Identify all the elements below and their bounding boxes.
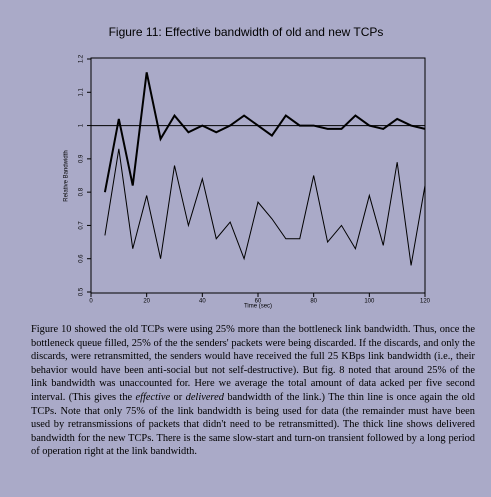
x-tick-label: 40 [199, 299, 206, 305]
x-tick-label: 20 [143, 299, 150, 305]
y-tick-label: 0.6 [79, 254, 85, 263]
x-tick-label: 0 [89, 299, 93, 305]
x-tick-label: 60 [255, 299, 262, 305]
y-tick-label: 0.8 [79, 187, 85, 196]
plot-frame [90, 57, 426, 294]
x-tick-label: 80 [310, 299, 317, 305]
x-axis-label: Time (sec) [244, 304, 272, 310]
data-line [103, 72, 426, 193]
y-axis-label: Relative Bandwidth [64, 150, 70, 201]
chart: Figure 11: Effective bandwidth of old an… [64, 25, 431, 310]
data-line [104, 148, 426, 266]
y-tick-label: 0.7 [79, 221, 85, 230]
y-tick-label: 1 [79, 123, 85, 127]
italic-run: effective [135, 391, 171, 403]
y-tick-label: 0.9 [79, 154, 85, 163]
x-tick-label: 120 [420, 299, 431, 305]
text-run: or [170, 391, 186, 403]
text-run: bandwidth of the link.) The thin line is… [31, 391, 475, 458]
y-tick-label: 0.5 [79, 287, 85, 296]
italic-run: delivered [185, 391, 224, 403]
y-tick-label: 1.1 [79, 87, 85, 96]
text-run: Figure 10 showed the old TCPs were using… [31, 324, 475, 403]
y-tick-label: 1.2 [79, 54, 85, 63]
chart-title: Figure 11: Effective bandwidth of old an… [109, 25, 384, 39]
x-tick-label: 100 [364, 299, 375, 305]
caption-paragraph: Figure 10 showed the old TCPs were using… [31, 323, 475, 459]
